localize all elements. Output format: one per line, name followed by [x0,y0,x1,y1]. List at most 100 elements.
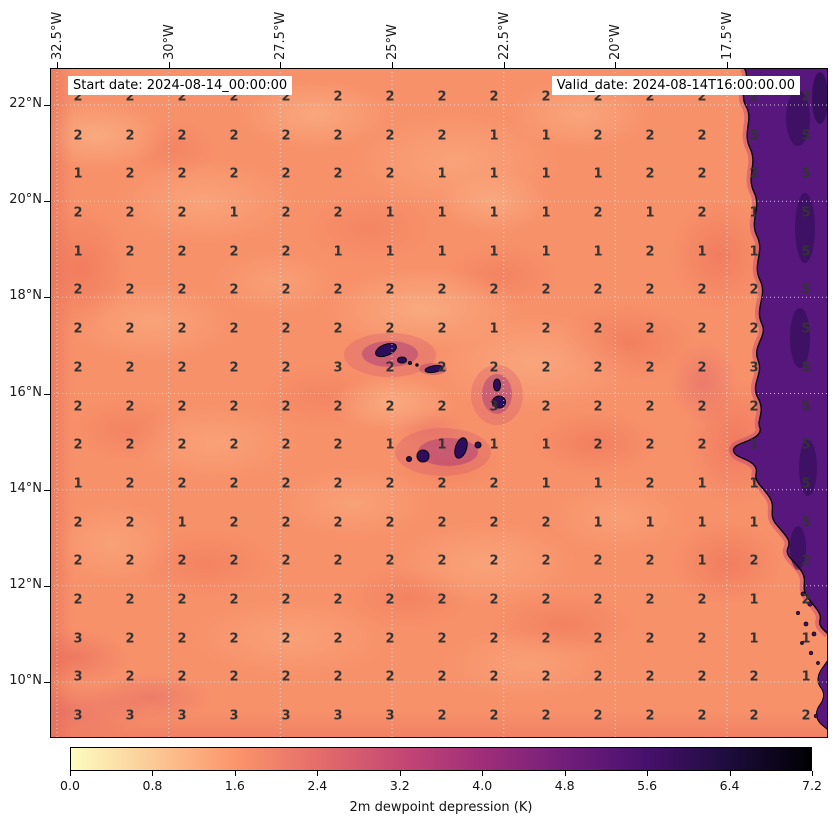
grid-value: 2 [593,399,603,414]
grid-value: 3 [73,631,83,647]
grid-value: 2 [177,592,187,608]
grid-value: 2 [749,321,759,337]
grid-value: 2 [333,515,343,531]
grid-value: 2 [177,321,187,337]
grid-value: 2 [229,282,239,298]
grid-value: 2 [125,282,135,298]
grid-value: 5 [801,244,811,260]
grid-value: 5 [801,399,811,414]
grid-value: 1 [333,244,343,260]
grid-value: 2 [73,592,83,608]
lon-tick-label: 27.5°W [273,11,289,60]
grid-value: 2 [593,321,603,337]
grid-value: 2 [749,553,759,569]
grid-value: 3 [333,360,343,376]
grid-value: 2 [541,399,551,414]
graticule [50,68,828,738]
grid-value: 1 [489,437,499,453]
grid-value: 2 [281,515,291,531]
lon-tick-mark [727,62,728,68]
grid-value: 2 [437,476,447,492]
grid-value: 2 [333,205,343,221]
grid-value: 2 [229,244,239,260]
grid-value: 2 [333,128,343,144]
lat-tick-mark [44,105,50,106]
grid-value: 2 [541,553,551,569]
grid-value: 2 [333,669,343,685]
grid-value: 3 [385,708,395,724]
colorbar [70,747,812,771]
grid-value: 2 [645,553,655,569]
grid-value: 2 [177,166,187,182]
lat-tick-mark [44,201,50,203]
grid-value: 1 [541,128,551,144]
grid-value: 2 [489,592,499,608]
lon-tick-label: 17.5°W [720,11,735,60]
colorbar-tick-mark [399,771,401,776]
grid-value: 5 [801,205,811,221]
grid-value: 2 [697,399,707,414]
grid-value: 2 [281,282,291,298]
grid-value: 1 [593,515,603,531]
grid-value: 2 [645,360,655,376]
grid-value: 1 [541,437,551,453]
lat-tick-label: 14°N [9,480,42,496]
grid-value: 3 [333,708,343,724]
grid-value: 2 [697,128,707,144]
grid-value: 1 [489,205,499,221]
grid-value: 2 [73,399,83,414]
colorbar-tick-mark [647,771,649,776]
grid-value: 2 [593,89,603,105]
grid-value: 2 [229,476,239,492]
grid-value: 2 [385,282,395,298]
colorbar-tick-label: 4.8 [554,778,575,793]
grid-value: 1 [749,437,759,453]
grid-value: 2 [385,553,395,569]
grid-value: 1 [177,515,187,531]
grid-value: 1 [229,205,239,221]
grid-value: 2 [749,708,759,724]
lon-tick-mark [280,62,282,68]
start-date-annotation: Start date: 2024-08-14_00:00:00 [68,76,293,95]
grid-value: 5 [801,515,811,531]
grid-value: 2 [125,399,135,414]
grid-value: 2 [645,399,655,414]
grid-value: 2 [489,515,499,531]
grid-value: 2 [385,515,395,531]
grid-value: 2 [281,553,291,569]
grid-value: 2 [125,631,135,647]
lat-tick-mark [44,489,50,491]
grid-value: 2 [541,592,551,608]
grid-value: 2 [801,89,811,105]
colorbar-tick-mark [729,771,731,776]
grid-value: 2 [229,592,239,608]
grid-value: 2 [645,244,655,260]
grid-value: 1 [489,244,499,260]
grid-value: 2 [489,360,499,376]
grid-value: 1 [437,244,447,260]
grid-value: 2 [697,166,707,182]
grid-value: 1 [385,437,395,453]
grid-value: 2 [125,592,135,608]
lon-tick-label: 30°W [161,24,177,60]
lat-tick-mark [44,297,50,299]
grid-value: 1 [385,205,395,221]
grid-value: 2 [125,515,135,531]
map-plot: 2 2 2 2 2 2 2 2 2 2 2 2 2 2 2 2 2 2 2 2 2 2 2 1 1 2 2 2 5 5 1 2 2 2 2 2 2 1 1 1… [50,68,828,738]
grid-value: 2 [333,592,343,608]
grid-value: 2 [281,321,291,337]
cape-verde-islands [344,333,523,476]
colorbar-tick-label: 6.4 [719,778,740,793]
grid-value: 2 [541,708,551,724]
grid-value: 2 [645,669,655,685]
colorbar-tick-label: 5.6 [637,778,658,793]
grid-value: 2 [229,128,239,144]
lat-tick-label: 16°N [9,384,42,400]
grid-value: 2 [125,128,135,144]
colorbar-tick-label: 0.0 [60,778,80,793]
grid-value: 5 [749,128,759,144]
lat-tick-label: 18°N [9,288,42,304]
colorbar-tick-label: 1.6 [224,778,245,793]
lon-tick-mark [168,62,170,68]
grid-value: 1 [749,244,759,260]
